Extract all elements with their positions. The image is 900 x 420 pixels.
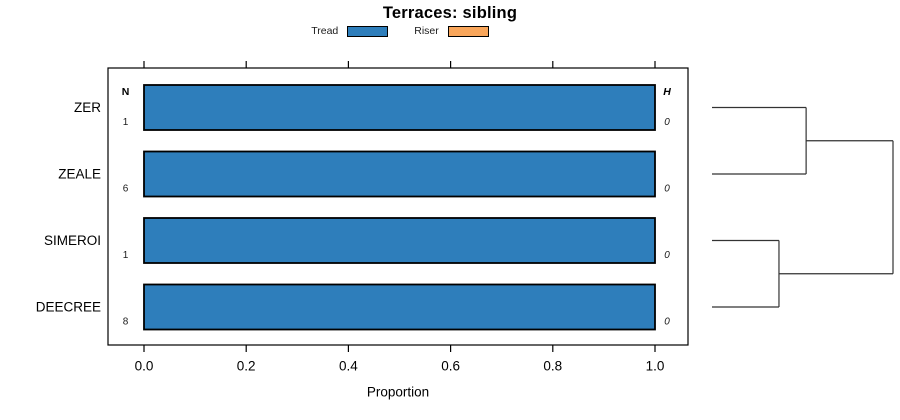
legend-swatch-tread	[347, 25, 389, 37]
h-value: 0	[664, 250, 670, 261]
x-tick-label: 0.6	[441, 359, 460, 374]
bar-tread-deecree	[143, 283, 656, 331]
n-value: 8	[123, 317, 129, 328]
x-tick-label: 0.8	[543, 359, 562, 374]
bar-tread-simeroi	[143, 217, 656, 264]
bar-tread-zer	[143, 84, 656, 131]
x-tick-label: 0.0	[135, 359, 154, 374]
row-label-zer: ZER	[74, 100, 101, 115]
x-tick-label: 1.0	[646, 359, 665, 374]
chart-legend: Tread Riser	[0, 25, 800, 37]
chart-title: Terraces: sibling	[382, 4, 518, 22]
plot-box	[107, 67, 689, 346]
n-column-header: N	[122, 86, 130, 98]
x-tick-label: 0.4	[339, 359, 358, 374]
legend-swatch-riser	[447, 25, 489, 37]
h-value: 0	[664, 317, 670, 328]
legend-item-riser: Riser	[414, 25, 489, 37]
legend-label: Tread	[311, 25, 339, 37]
bar-tread-zeale	[143, 150, 656, 198]
row-label-deecree: DEECREE	[36, 300, 101, 315]
h-value: 0	[664, 184, 670, 195]
n-value: 1	[123, 250, 129, 261]
h-value: 0	[664, 117, 670, 128]
x-tick-label: 0.2	[237, 359, 256, 374]
n-value: 6	[123, 184, 129, 195]
row-label-zeale: ZEALE	[58, 167, 101, 182]
row-label-simeroi: SIMEROI	[44, 233, 101, 248]
legend-label: Riser	[414, 25, 439, 37]
n-value: 1	[123, 117, 129, 128]
h-column-header: H	[663, 86, 671, 98]
x-axis-label: Proportion	[367, 385, 429, 400]
legend-item-tread: Tread	[311, 25, 389, 37]
